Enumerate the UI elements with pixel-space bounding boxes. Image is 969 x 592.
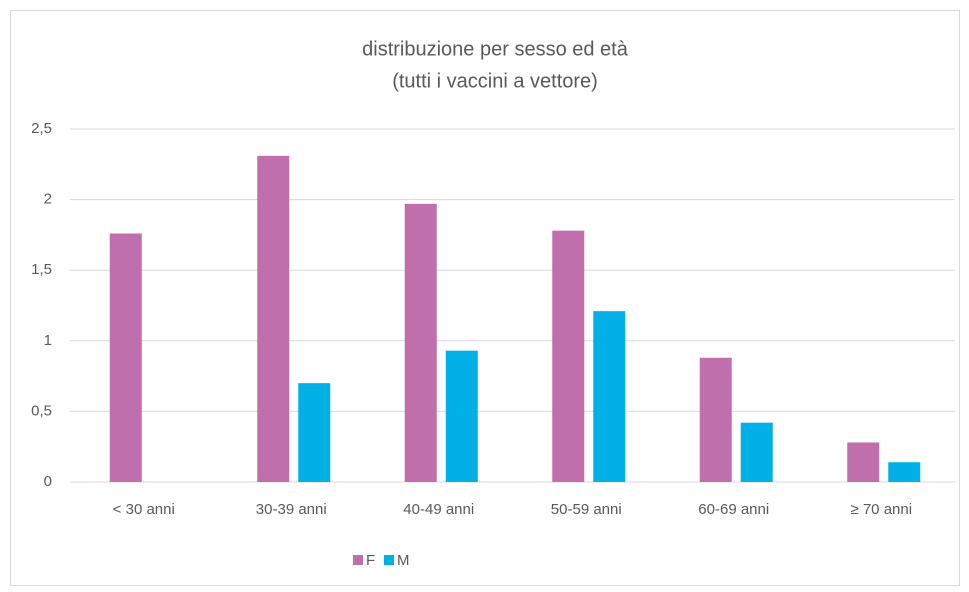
y-tick-label: 2 <box>44 191 52 208</box>
bar <box>445 350 478 482</box>
y-tick-label: 2,5 <box>31 120 52 137</box>
bar <box>404 203 437 482</box>
y-tick-label: 0 <box>44 473 52 490</box>
x-tick-label: ≥ 70 anni <box>850 501 912 518</box>
x-tick-label: 60-69 anni <box>698 501 769 518</box>
bar <box>888 462 921 482</box>
x-tick-label: 30-39 anni <box>256 501 327 518</box>
bar <box>593 311 626 482</box>
legend-label: F <box>366 552 375 569</box>
legend-swatch <box>353 555 363 565</box>
legend-label: M <box>397 552 410 569</box>
chart-subtitle: (tutti i vaccini a vettore) <box>392 70 598 92</box>
x-tick-label: < 30 anni <box>113 501 175 518</box>
bar <box>847 442 880 482</box>
legend-swatch <box>384 555 394 565</box>
chart-title: distribuzione per sesso ed età <box>362 38 629 60</box>
bar <box>699 357 732 482</box>
bar <box>552 230 585 482</box>
chart-border <box>10 10 960 586</box>
y-tick-label: 1,5 <box>31 261 52 278</box>
bar <box>109 233 142 482</box>
x-tick-label: 50-59 anni <box>551 501 622 518</box>
x-tick-label: 40-49 anni <box>403 501 474 518</box>
y-tick-label: 1 <box>44 332 52 349</box>
bar <box>740 422 773 482</box>
bar <box>298 383 331 482</box>
bar <box>257 155 290 482</box>
y-tick-label: 0,5 <box>31 402 52 419</box>
